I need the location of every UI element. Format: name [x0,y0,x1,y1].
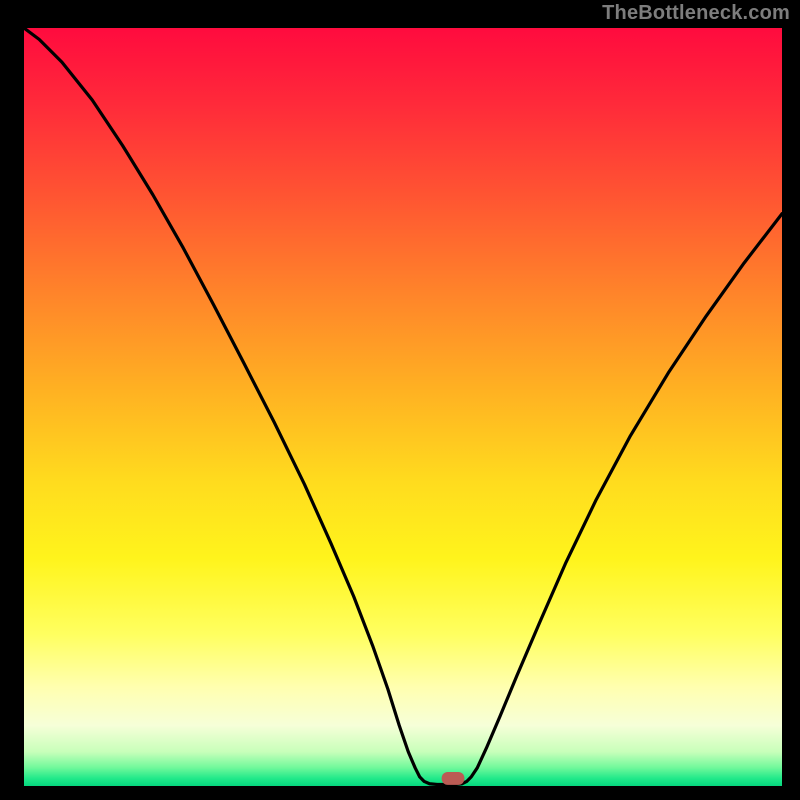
plot-svg [24,28,782,786]
chart-frame: TheBottleneck.com [0,0,800,800]
optimal-marker [442,772,465,785]
plot-area [24,28,782,786]
background-gradient [24,28,782,786]
watermark-text: TheBottleneck.com [602,2,790,25]
